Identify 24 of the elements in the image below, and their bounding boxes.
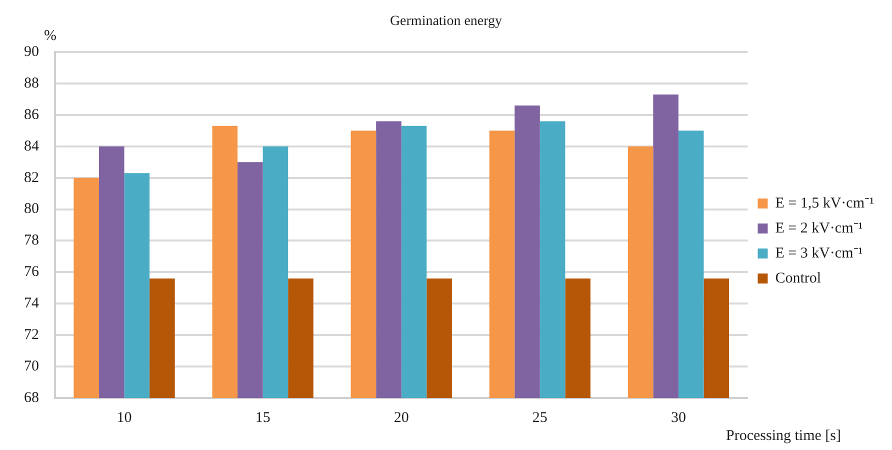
x-tick-label: 25 xyxy=(532,410,548,426)
y-tick-label: 88 xyxy=(24,75,39,92)
y-tick-label: 78 xyxy=(24,232,39,249)
legend-label: E = 1,5 kV·cm⁻¹ xyxy=(775,195,874,212)
y-tick-label: 72 xyxy=(24,327,39,344)
y-tick-label: 82 xyxy=(24,170,39,186)
y-tick-label: 80 xyxy=(24,201,39,218)
x-tick-label: 15 xyxy=(255,410,270,426)
x-tick-label: 30 xyxy=(670,410,686,426)
y-tick-label: 70 xyxy=(24,358,39,374)
legend-label: Control xyxy=(775,270,822,286)
x-axis-title: Processing time [s] xyxy=(726,428,841,445)
chart-title: Germination energy xyxy=(390,14,502,29)
y-axis-title: % xyxy=(44,28,56,45)
y-tick-label: 76 xyxy=(24,264,40,280)
legend-label: E = 3 kV·cm⁻¹ xyxy=(775,245,863,262)
y-tick-label: 86 xyxy=(24,106,40,123)
legend-label: E = 2 kV·cm⁻¹ xyxy=(775,220,863,236)
x-tick-label: 10 xyxy=(116,410,132,426)
y-tick-label: 84 xyxy=(24,138,40,154)
y-tick-label: 74 xyxy=(24,296,40,312)
x-tick-label: 20 xyxy=(394,410,409,426)
y-tick-label: 90 xyxy=(24,44,39,60)
y-tick-label: 68 xyxy=(24,390,39,406)
